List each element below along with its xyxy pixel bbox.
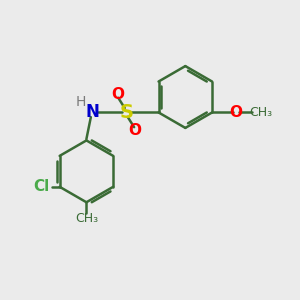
Text: H: H [76,95,86,109]
Text: O: O [229,105,242,120]
Text: O: O [111,87,124,102]
Text: Cl: Cl [33,179,49,194]
Text: CH₃: CH₃ [75,212,98,225]
Text: S: S [119,103,133,122]
Text: N: N [85,103,99,122]
Text: O: O [128,123,142,138]
Text: CH₃: CH₃ [249,106,272,119]
